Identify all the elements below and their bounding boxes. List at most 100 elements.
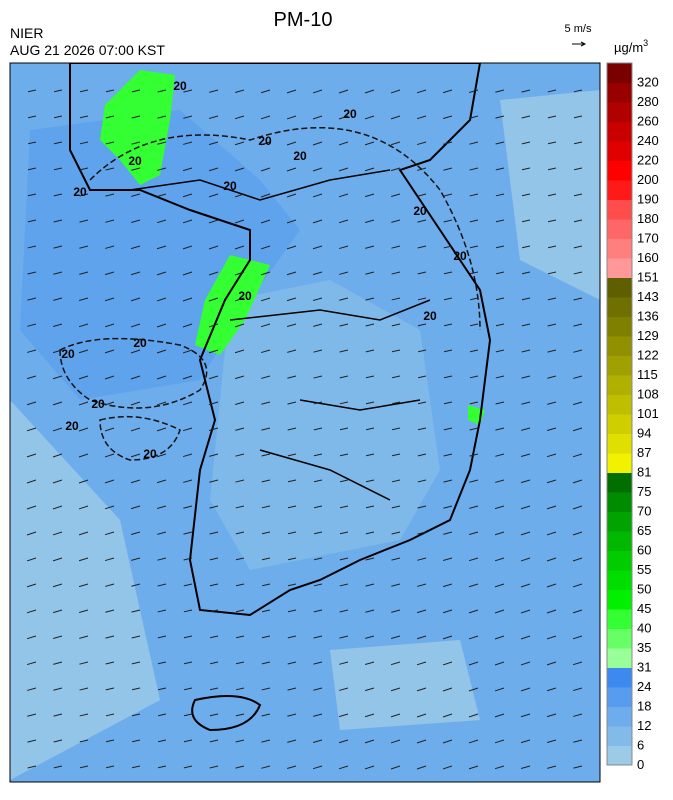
wind-arrow [312, 245, 323, 250]
wind-arrow [105, 167, 115, 171]
wind-arrow [157, 609, 167, 613]
wind-arrow [52, 505, 63, 510]
wind-arrow [521, 141, 531, 145]
wind-arrow [417, 505, 427, 509]
colorbar-segment [607, 316, 632, 337]
wind-arrow [312, 115, 323, 120]
wind-arrow [494, 635, 505, 640]
wind-arrow [391, 427, 401, 431]
wind-arrow [469, 323, 479, 327]
wind-arrow [365, 531, 375, 535]
wind-arrow [521, 193, 531, 197]
wind-arrow [52, 375, 63, 380]
wind-arrow [286, 219, 297, 224]
wind-arrow [313, 401, 323, 405]
wind-arrow [468, 765, 479, 770]
wind-arrow [130, 323, 141, 328]
wind-arrow [286, 89, 297, 94]
wind-arrow [547, 193, 557, 197]
wind-arrow [234, 141, 245, 146]
wind-arrow [469, 401, 479, 405]
wind-arrow [546, 635, 557, 640]
wind-arrow [443, 531, 453, 535]
wind-arrow [209, 765, 219, 769]
wind-arrow [339, 297, 349, 301]
wind-arrow [79, 739, 89, 743]
wind-arrow [312, 167, 323, 172]
wind-arrow [27, 323, 37, 327]
wind-arrow [105, 609, 115, 613]
colorbar-label: 108 [637, 387, 659, 402]
colorbar-segment [607, 355, 632, 376]
wind-arrow [53, 739, 63, 743]
wind-arrow [209, 609, 219, 613]
wind-arrow [78, 297, 89, 302]
wind-arrow [52, 453, 63, 458]
wind-arrow [546, 687, 557, 692]
wind-arrow [209, 453, 219, 457]
wind-arrow [494, 765, 505, 770]
wind-arrow [52, 583, 63, 588]
wind-arrow [287, 635, 297, 639]
wind-arrow [156, 479, 167, 484]
wind-arrow [365, 219, 375, 224]
wind-arrow [287, 557, 297, 561]
wind-arrow [105, 89, 115, 93]
wind-arrow [572, 557, 583, 562]
wind-arrow [443, 141, 453, 145]
wind-arrow [547, 323, 557, 327]
wind-arrow [547, 765, 557, 769]
wind-arrow [27, 349, 37, 353]
colorbar-segment [607, 160, 632, 181]
colorbar-label: 115 [637, 367, 658, 382]
wind-arrow [286, 271, 297, 276]
contour [59, 126, 481, 461]
wind-arrow [234, 375, 245, 380]
wind-arrow [468, 583, 479, 588]
colorbar-label: 60 [637, 543, 651, 558]
wind-arrow [287, 687, 297, 691]
wind-arrow [26, 609, 37, 614]
contour-label: 20 [128, 154, 142, 168]
wind-arrow [156, 349, 167, 354]
wind-arrow [443, 115, 453, 120]
colorbar-label: 12 [637, 718, 651, 733]
island [191, 695, 262, 732]
wind-arrow [546, 427, 557, 432]
colorbar-label: 170 [637, 231, 659, 246]
colorbar-segment [607, 589, 632, 610]
wind-arrow [157, 505, 167, 509]
wind-scale-arrow-head [580, 41, 587, 47]
wind-arrow [183, 531, 193, 535]
wind-arrow [521, 375, 531, 379]
colorbar-label: 94 [637, 426, 651, 441]
contour-label: 20 [61, 347, 75, 361]
wind-arrow [130, 375, 141, 380]
colorbar-label: 136 [637, 309, 659, 324]
colorbar-segment [607, 570, 632, 590]
wind-arrow [26, 583, 37, 588]
wind-arrow [234, 115, 245, 120]
wind-arrow [261, 557, 271, 561]
wind-arrow [443, 193, 453, 197]
wind-arrow [338, 167, 349, 172]
wind-arrow [79, 115, 89, 119]
colorbar-segment [607, 414, 632, 434]
wind-arrow [468, 531, 479, 536]
colorbar-label: 31 [637, 660, 651, 675]
wind-arrow [104, 323, 115, 328]
wind-arrow [364, 193, 375, 198]
wind-arrow [183, 479, 193, 483]
wind-arrow [235, 427, 245, 431]
wind-arrow [521, 245, 531, 249]
wind-arrow [365, 505, 375, 509]
wind-arrow [547, 115, 557, 119]
colorbar-label: 220 [637, 153, 659, 168]
colorbar-label: 6 [637, 738, 644, 753]
wind-arrow [208, 245, 219, 250]
wind-arrow [287, 505, 297, 509]
colorbar-segment [607, 121, 632, 142]
wind-arrow [261, 453, 271, 457]
wind-arrow [442, 739, 453, 744]
wind-arrow [260, 297, 271, 302]
